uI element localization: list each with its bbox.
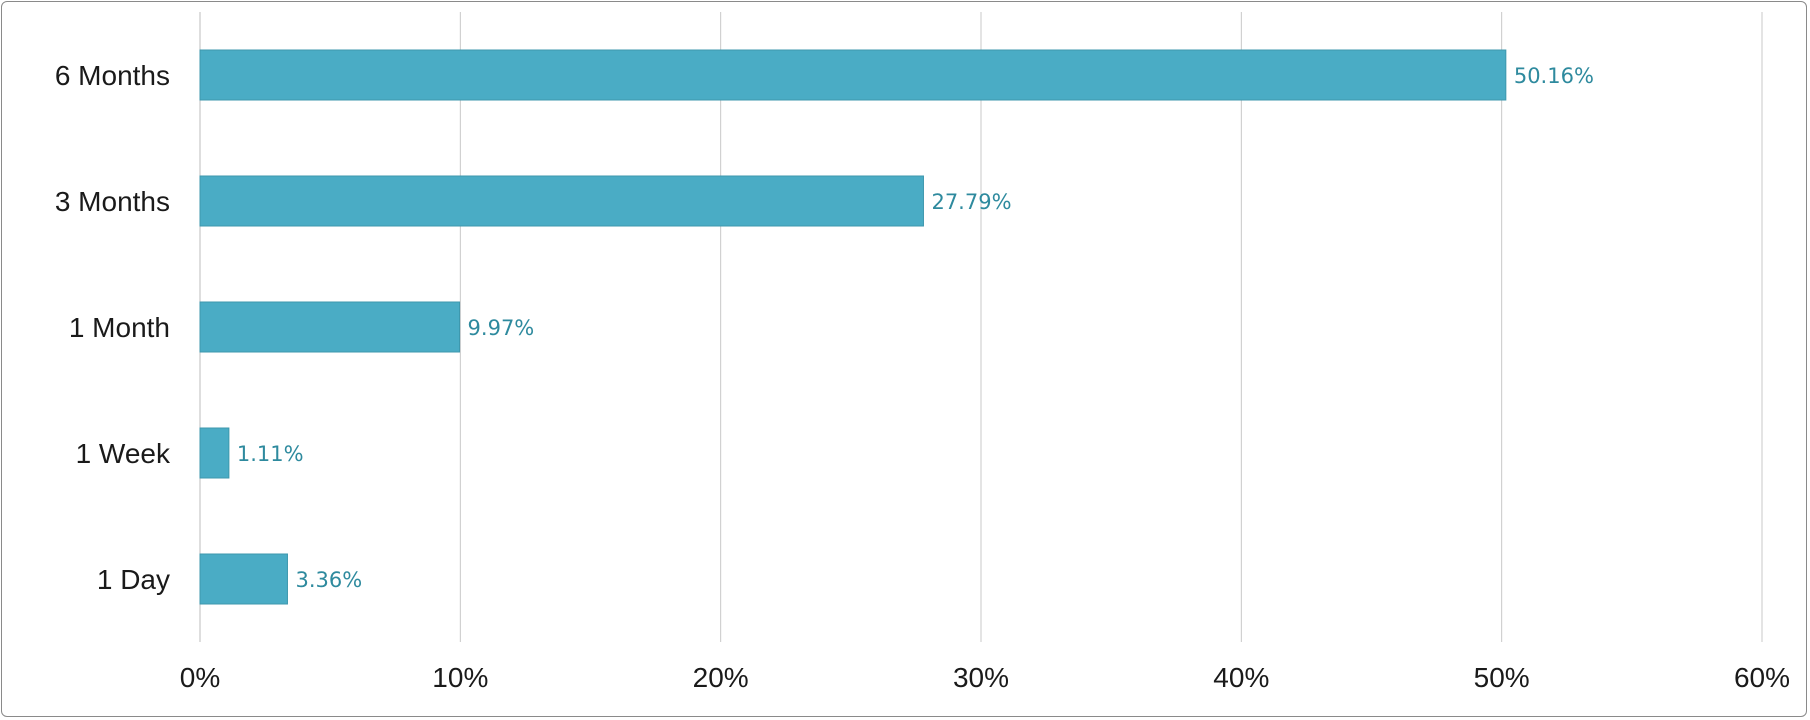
bar	[199, 175, 924, 227]
data-labels: 50.16% 27.79% 9.97% 1.11% 3.36%	[237, 64, 1594, 592]
x-tick-label: 40%	[1213, 662, 1269, 693]
x-tick-label: 0%	[180, 662, 220, 693]
data-label: 9.97%	[468, 316, 535, 340]
bar	[199, 301, 461, 353]
data-label: 27.79%	[931, 190, 1011, 214]
x-tick-label: 10%	[432, 662, 488, 693]
x-tick-label: 30%	[953, 662, 1009, 693]
category-label: 3 Months	[55, 186, 170, 217]
category-labels: 6 Months 3 Months 1 Month 1 Week 1 Day	[55, 60, 171, 595]
category-label: 6 Months	[55, 60, 170, 91]
category-label: 1 Day	[97, 564, 170, 595]
bar	[199, 427, 230, 479]
category-label: 1 Week	[76, 438, 171, 469]
bar	[199, 49, 1507, 101]
data-label: 1.11%	[237, 442, 304, 466]
x-tick-label: 60%	[1734, 662, 1790, 693]
data-label: 50.16%	[1514, 64, 1594, 88]
bars	[199, 49, 1507, 605]
x-tick-labels: 0% 10% 20% 30% 40% 50% 60%	[180, 662, 1790, 693]
category-label: 1 Month	[69, 312, 170, 343]
x-tick-label: 50%	[1474, 662, 1530, 693]
data-label: 3.36%	[295, 568, 362, 592]
gridlines	[199, 12, 1763, 642]
x-tick-label: 20%	[693, 662, 749, 693]
bar	[199, 553, 288, 605]
